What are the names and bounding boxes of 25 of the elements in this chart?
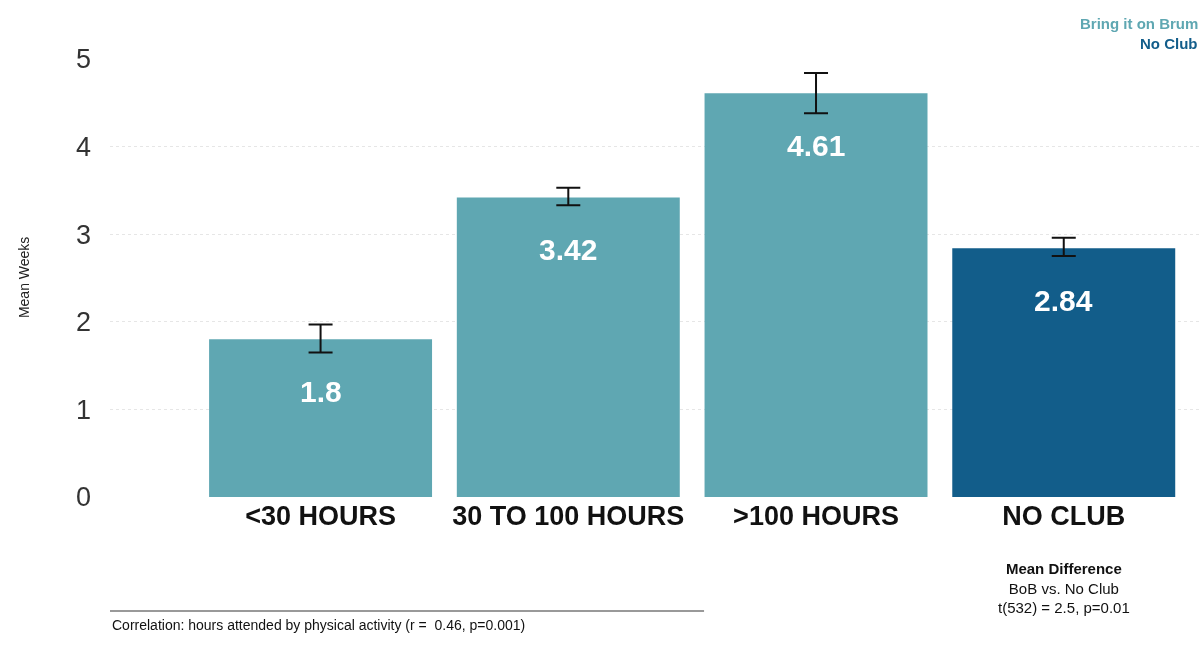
bar <box>952 248 1176 497</box>
bar <box>704 93 928 497</box>
y-tick-label: 0 <box>75 482 91 513</box>
data-label: 3.42 <box>539 233 598 266</box>
text: BoB vs. No Club <box>1008 579 1119 597</box>
text: No Club <box>1140 35 1198 52</box>
y-tick-label: 2 <box>75 307 91 338</box>
bar <box>209 339 433 497</box>
data-label: 4.61 <box>787 129 846 162</box>
data-label: 1.8 <box>300 375 342 408</box>
text: Mean Difference <box>1005 560 1122 577</box>
text: t(532) = 2.5, p=0.01 <box>998 599 1130 616</box>
text: Bring it on Brum <box>1080 15 1199 32</box>
y-axis-title: Mean Weeks <box>16 236 33 319</box>
y-tick-label: 3 <box>75 219 91 250</box>
data-label: 2.84 <box>1034 284 1093 317</box>
x-tick-label: <30 HOURS <box>245 501 396 531</box>
x-tick-label: >100 HOURS <box>733 501 899 531</box>
y-tick-label: 1 <box>75 394 91 425</box>
x-tick-label: 30 TO 100 HOURS <box>452 501 685 531</box>
x-tick-label: NO CLUB <box>1002 501 1126 531</box>
y-tick-label: 5 <box>75 44 91 75</box>
text: Correlation: hours attended by physical activity (r = 0.46, p=0.001) <box>112 617 526 633</box>
bar <box>456 197 680 497</box>
y-tick-label: 4 <box>75 132 91 163</box>
